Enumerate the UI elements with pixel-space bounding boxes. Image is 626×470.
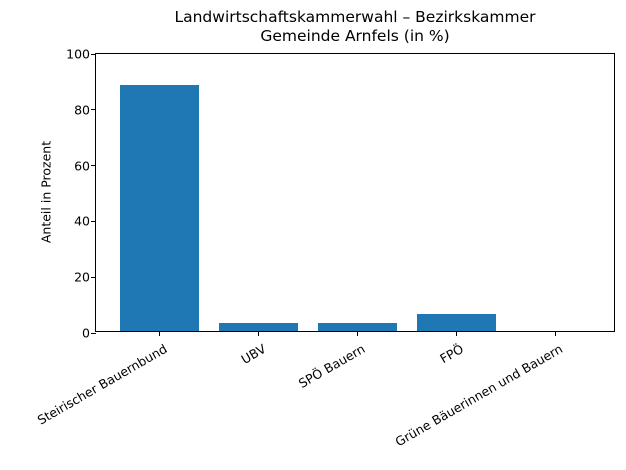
x-tick-label: SPÖ Bauern bbox=[295, 341, 368, 391]
x-tick-label: Steirischer Bauernbund bbox=[34, 341, 170, 428]
x-tick-label: UBV bbox=[238, 341, 269, 367]
y-tick-label: 40 bbox=[74, 213, 90, 229]
bar-2 bbox=[317, 322, 397, 331]
x-tick bbox=[356, 331, 358, 336]
x-tick-label: Grüne Bäuerinnen und Bauern bbox=[392, 341, 566, 450]
y-tick bbox=[91, 276, 96, 278]
bar-1 bbox=[218, 322, 298, 331]
y-tick-label: 0 bbox=[82, 325, 90, 341]
plot-area: 0 20 40 60 80 100 bbox=[66, 47, 615, 341]
chart-title-line-1: Landwirtschaftskammerwahl – Bezirkskamme… bbox=[174, 8, 536, 26]
y-tick-label: 60 bbox=[74, 158, 90, 174]
y-tick-label: 100 bbox=[66, 46, 90, 62]
y-tick bbox=[91, 109, 96, 111]
x-tick bbox=[158, 331, 160, 336]
chart-title-line-2: Gemeinde Arnfels (in %) bbox=[260, 27, 450, 45]
x-tick bbox=[257, 331, 259, 336]
bar-3 bbox=[416, 314, 496, 331]
bar-0 bbox=[119, 85, 199, 331]
y-tick bbox=[91, 165, 96, 167]
y-tick bbox=[91, 332, 96, 334]
y-tick-label: 80 bbox=[74, 102, 90, 118]
y-tick bbox=[91, 220, 96, 222]
x-tick bbox=[455, 331, 457, 336]
x-tick bbox=[554, 331, 556, 336]
y-tick-label: 20 bbox=[74, 269, 90, 285]
x-tick-label: FPÖ bbox=[437, 341, 467, 367]
y-tick bbox=[91, 53, 96, 55]
